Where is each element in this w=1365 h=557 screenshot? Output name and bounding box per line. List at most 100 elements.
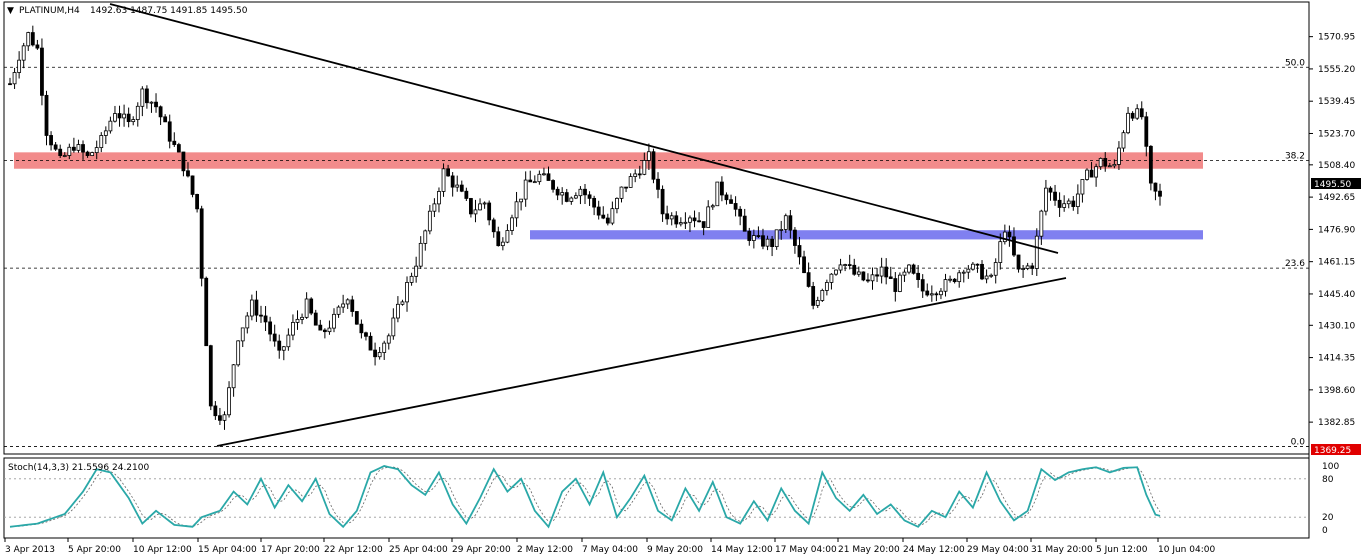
candle-body [751,235,756,241]
candle-body [1085,169,1089,180]
triangle-down-icon[interactable]: ▼ [7,6,14,16]
candle-body [998,241,1003,263]
candle-body [190,175,195,195]
candle-body [478,203,482,211]
candle-body [532,181,537,184]
candle-body [496,231,501,247]
candle-body [35,44,40,49]
ascending-trendline[interactable] [216,277,1067,447]
candle-body [692,217,697,222]
stoch-signal-line [9,466,1161,528]
time-axis: 3 Apr 2013 5 Apr 20:00 10 Apr 12:00 15 Apr … [4,538,1215,555]
candle-body [514,201,519,219]
chart-header: ▼ PLATINUM,H4 1492.63 1487.75 1491.85 14… [7,6,248,16]
candle-body [368,335,373,351]
fib-label: 23.6 [1285,259,1305,269]
candle-body [1139,108,1144,118]
candle-body [309,298,314,314]
candle-body [783,215,788,230]
candle-body [1121,132,1126,149]
current-price-marker: 1495.50 [1311,178,1361,190]
candle-body [811,286,816,306]
candle-body [350,299,355,312]
candle-body [473,209,478,215]
candle-body [678,222,683,225]
candle-body [204,277,209,347]
candle-body [8,83,12,86]
candle-body [555,188,560,196]
candle-body [400,301,405,305]
candle-body [980,263,984,280]
candle-body [528,179,533,183]
candle-body [154,101,158,108]
candle-body [446,168,450,177]
candle-body [245,315,250,329]
x-tick-label: 9 May 20:00 [647,545,703,555]
candle-body [295,318,300,323]
candle-body [427,210,432,232]
candle-body [761,235,765,247]
candle-body [646,151,651,161]
candle-body [268,321,273,335]
candle-body [414,265,419,277]
support-zone [530,230,1203,240]
candle-body [628,176,633,188]
candle-body [336,306,341,315]
candle-body [797,245,802,258]
candle-body [1135,108,1140,119]
candle-body [884,266,889,278]
candle-body [615,197,619,210]
candle-body [624,186,628,189]
candle-body [1112,164,1117,167]
candle-body [1044,187,1048,212]
candle-body [395,303,400,319]
candle-body [1062,203,1067,208]
candle-body [934,293,939,296]
candle-body [1094,166,1099,178]
candle-body [806,272,811,287]
candle-body [140,88,145,107]
candle-body [564,192,569,202]
zones-layer [14,152,1203,240]
candle-body [729,199,733,204]
candle-body [1089,169,1094,178]
candle-body [861,271,866,281]
fib-label: 50.0 [1285,58,1305,68]
stoch-level-label: 80 [1322,475,1334,485]
candle-body [875,274,879,277]
candle-body [715,181,720,207]
candle-body [916,272,921,280]
candle-body [587,194,592,199]
candle-body [218,415,222,421]
candle-body [76,144,81,151]
candle-body [897,274,902,292]
candle-body [135,105,140,120]
candle-body [697,220,701,223]
y-tick-label: 1476.90 [1318,225,1355,235]
descending-trendline[interactable] [109,3,1059,254]
candle-body [747,230,752,241]
candle-body [345,299,350,305]
candle-body [12,72,17,85]
candle-body [332,313,336,329]
candle-body [117,113,122,119]
candle-body [67,146,72,156]
candle-body [482,202,487,205]
candle-body [829,273,834,283]
candle-body [94,147,99,154]
candle-body [738,208,743,217]
candle-body [195,194,200,210]
candle-body [523,179,528,200]
candle-body [208,345,213,407]
stochastic-panel: 100 80 20 0 [4,462,1339,536]
y-tick-label: 1445.40 [1318,290,1355,300]
candle-body [254,299,259,316]
candle-body [724,194,729,201]
candle-body [601,214,606,219]
candle-body [71,146,76,151]
y-tick-label: 1508.40 [1318,161,1355,171]
candle-body [90,152,95,156]
candle-body [455,184,460,188]
candle-body [99,135,104,149]
candle-body [113,113,117,122]
